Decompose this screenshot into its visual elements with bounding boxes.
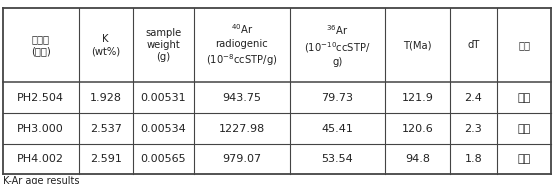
Text: 0.00534: 0.00534 [140, 124, 186, 134]
Text: 전암: 전암 [517, 124, 531, 134]
Text: K
(wt%): K (wt%) [91, 34, 120, 56]
Text: 120.6: 120.6 [402, 124, 433, 134]
Text: 1.928: 1.928 [90, 93, 122, 102]
Text: 전암: 전암 [517, 154, 531, 164]
Text: 0.00565: 0.00565 [141, 154, 186, 164]
Text: 1.8: 1.8 [465, 154, 483, 164]
Text: 943.75: 943.75 [222, 93, 261, 102]
Text: 2.591: 2.591 [90, 154, 121, 164]
Text: 94.8: 94.8 [405, 154, 430, 164]
Text: K-Ar age results: K-Ar age results [3, 176, 79, 184]
Text: 비고: 비고 [518, 40, 530, 50]
Text: sample
weight
(g): sample weight (g) [145, 28, 181, 63]
Text: 2.3: 2.3 [465, 124, 483, 134]
Text: 979.07: 979.07 [222, 154, 261, 164]
Text: 전암: 전암 [517, 93, 531, 102]
Text: 79.73: 79.73 [321, 93, 353, 102]
Text: $^{36}$Ar
(10$^{-10}$ccSTP/
g): $^{36}$Ar (10$^{-10}$ccSTP/ g) [304, 23, 371, 67]
Text: 121.9: 121.9 [402, 93, 433, 102]
Text: 0.00531: 0.00531 [141, 93, 186, 102]
Text: 2.4: 2.4 [464, 93, 483, 102]
Text: dT: dT [467, 40, 480, 50]
Text: 시료명
(심도): 시료명 (심도) [31, 34, 50, 56]
Text: 2.537: 2.537 [90, 124, 121, 134]
Text: 1227.98: 1227.98 [219, 124, 265, 134]
Text: PH4.002: PH4.002 [17, 154, 64, 164]
Text: 53.54: 53.54 [321, 154, 353, 164]
Text: $^{40}$Ar
radiogenic
(10$^{-8}$ccSTP/g): $^{40}$Ar radiogenic (10$^{-8}$ccSTP/g) [206, 22, 278, 68]
Text: 45.41: 45.41 [321, 124, 353, 134]
Text: PH2.504: PH2.504 [17, 93, 64, 102]
Text: T(Ma): T(Ma) [403, 40, 432, 50]
Text: PH3.000: PH3.000 [17, 124, 64, 134]
